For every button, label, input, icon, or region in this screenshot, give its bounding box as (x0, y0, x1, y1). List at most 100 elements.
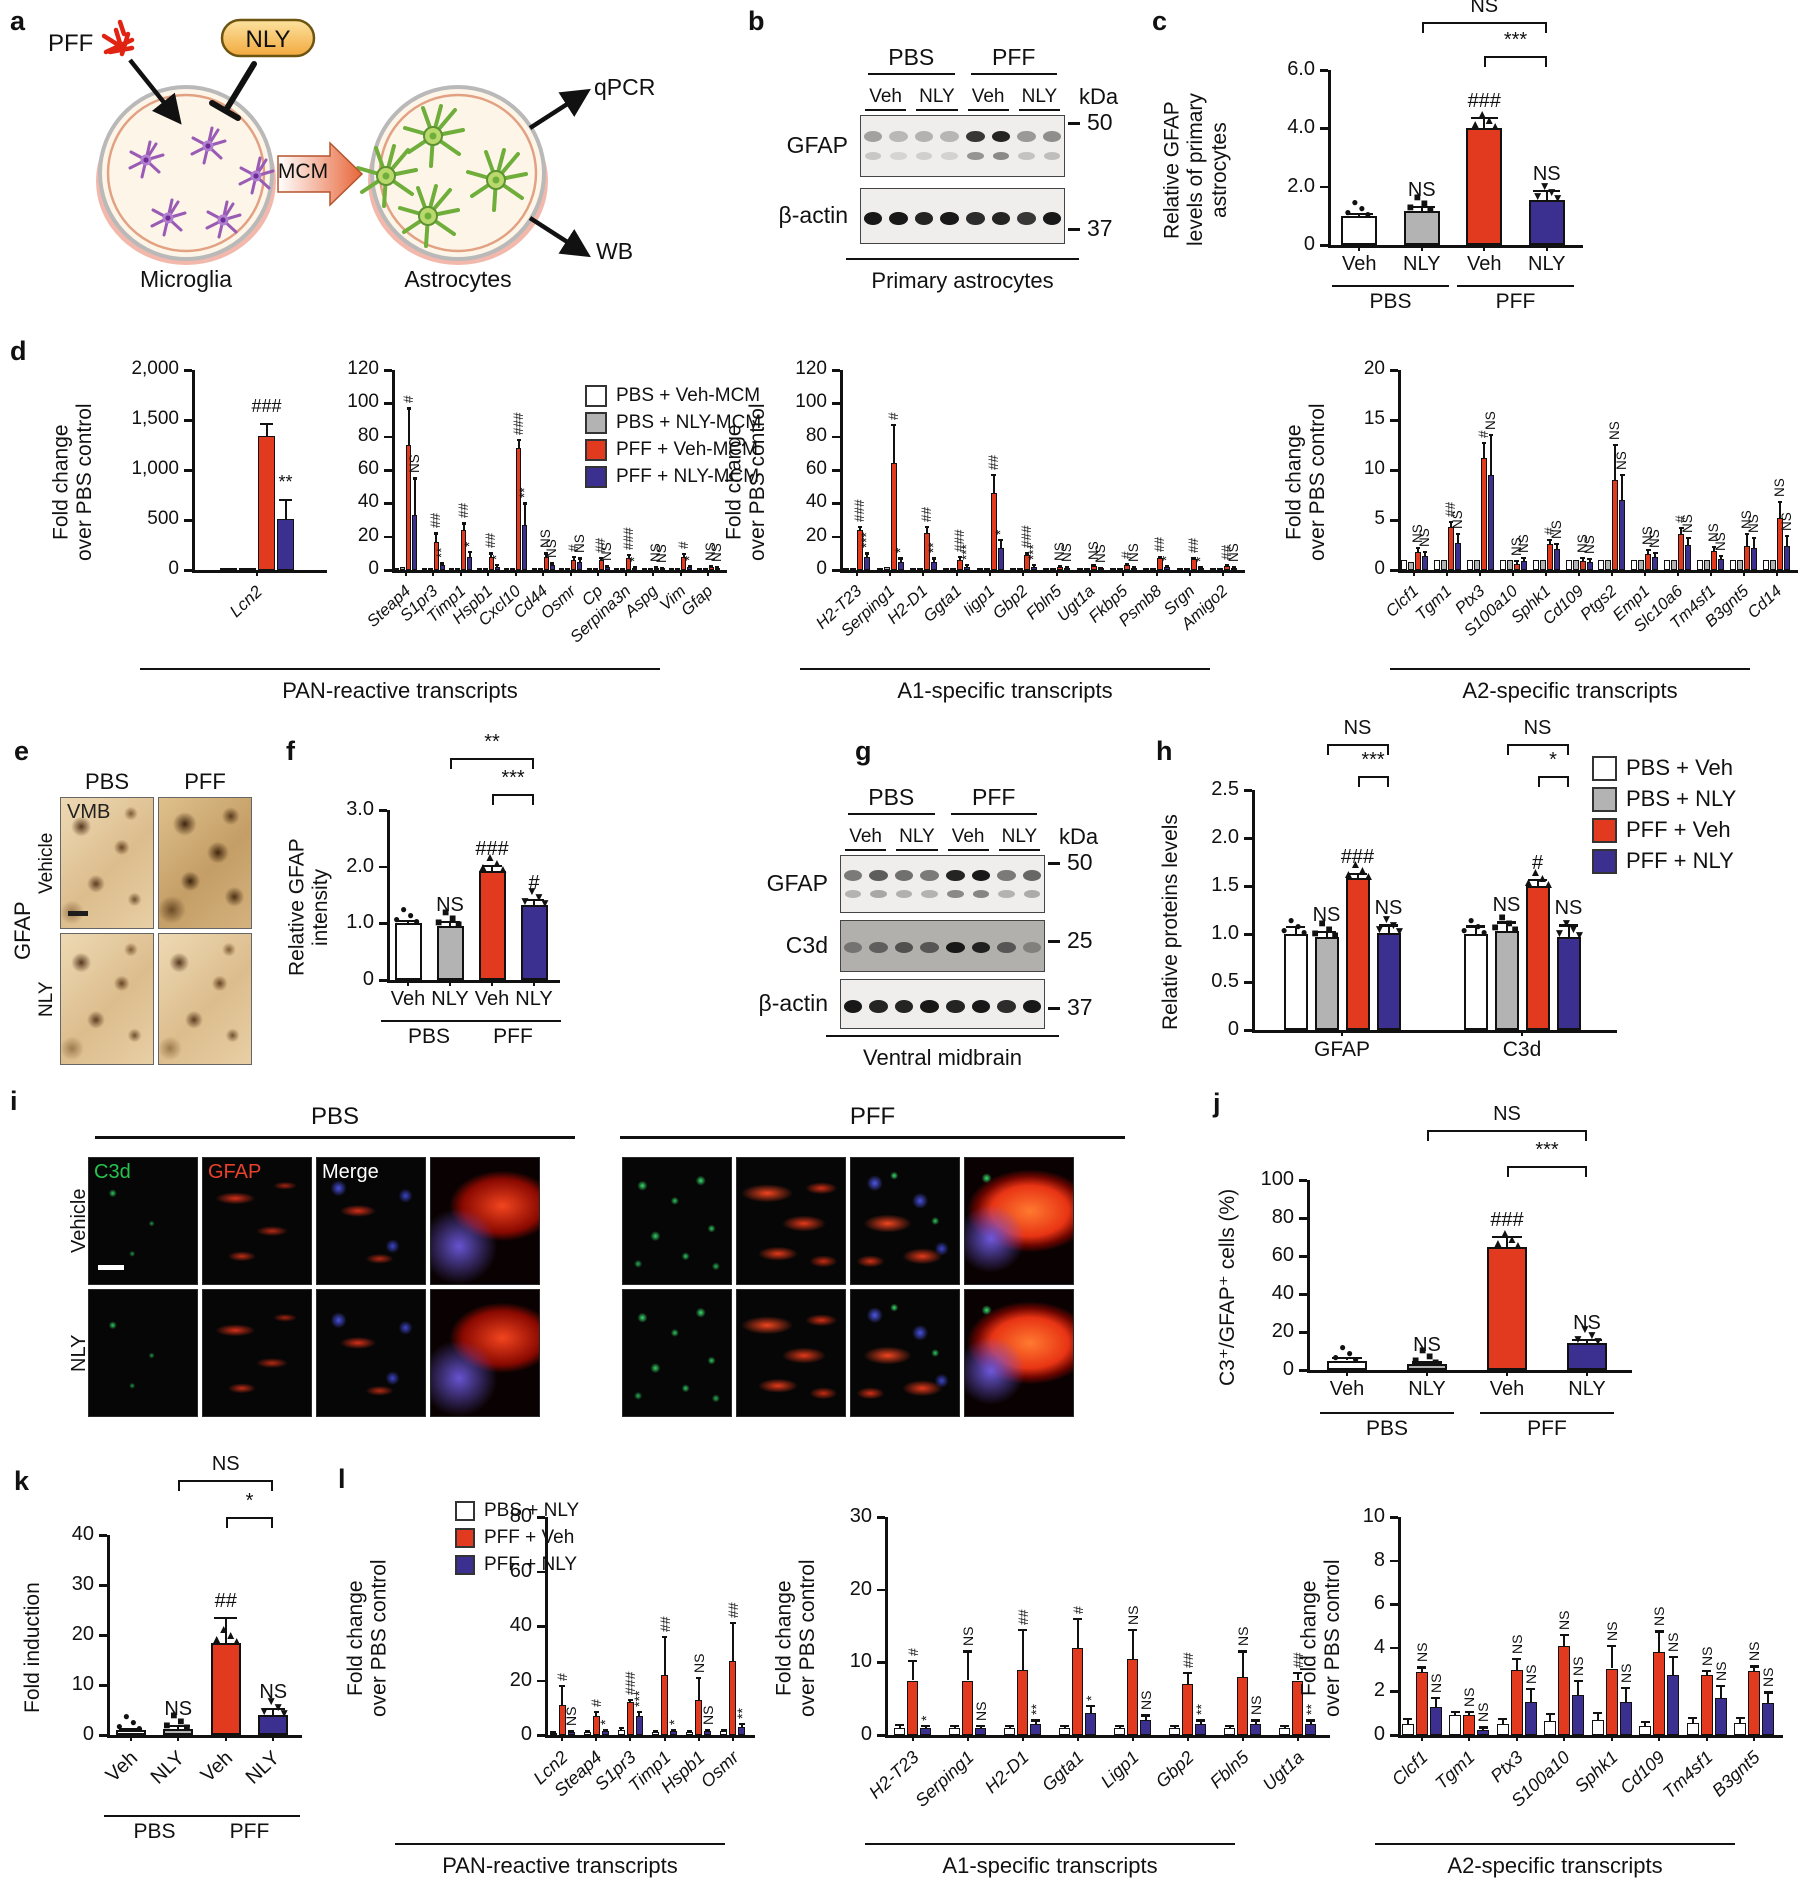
y-tick-label: 20 (805, 524, 827, 546)
micrograph-pbs-vehicle-merge (316, 1157, 426, 1285)
schematic-drawing (96, 18, 591, 265)
bar-blue (1030, 1724, 1041, 1735)
data-point: ▼ (1572, 1332, 1584, 1347)
significance-label: ## (724, 1602, 741, 1619)
significance-label: ** (1027, 1704, 1044, 1716)
bar-white (720, 1730, 728, 1735)
group-label-pbs: PBS (103, 1815, 206, 1844)
bar-red (907, 1680, 918, 1735)
bar-white (549, 1732, 557, 1735)
bar-white (686, 1732, 694, 1735)
significance-label: NS (972, 1701, 989, 1721)
y-axis-line (1252, 790, 1255, 1031)
error-bar (435, 533, 438, 542)
error-bar (1420, 207, 1423, 212)
blot-band (1017, 131, 1036, 143)
error-bar (1767, 1692, 1770, 1704)
vmb-region-label: VMB (67, 801, 111, 823)
blot-band (1043, 152, 1061, 161)
bar-blue (920, 1727, 931, 1735)
y-tick-label: 10 (1363, 458, 1385, 479)
nly-pill (220, 18, 316, 58)
bar-white (1401, 1724, 1414, 1735)
data-point: ▲ (1499, 1225, 1511, 1240)
x-tick-label: GFAP (1313, 1038, 1371, 1061)
bar-blue (738, 1726, 746, 1735)
bar-red (1525, 886, 1550, 1030)
blot-band (966, 211, 985, 225)
error-bar (1713, 547, 1716, 551)
significance-label: *** (859, 532, 875, 549)
kda-label: kDa (1059, 824, 1099, 849)
error-bar (284, 500, 287, 519)
bar-white (1544, 1720, 1557, 1735)
significance-label: * (681, 555, 697, 561)
micrograph-pff-nly-gfap (736, 1289, 846, 1417)
mcm-arrow (277, 141, 364, 207)
blot-band (997, 1000, 1016, 1013)
error-bar (1621, 475, 1624, 500)
significance-label: NS (1234, 1626, 1251, 1647)
bar-white (1043, 568, 1050, 570)
data-point: ▲ (1542, 877, 1555, 891)
x-tick-label: NLY (1403, 253, 1441, 275)
y-tick-label: 10 (71, 1673, 94, 1695)
bar-blue (1140, 1720, 1151, 1735)
bar-white (1176, 568, 1183, 570)
significance-label: ## (656, 1616, 673, 1632)
bar-blue (1586, 562, 1593, 570)
data-point: ▼ (1387, 918, 1400, 933)
significance-label: * (245, 1490, 254, 1512)
significance-label: ### (510, 412, 526, 435)
bar-red (592, 1715, 600, 1735)
bar-blue (1524, 1702, 1537, 1735)
nly-inhibit-bar (209, 61, 257, 121)
data-point: ▲ (230, 1633, 243, 1648)
blot-band (947, 889, 964, 898)
error-bar (1021, 1629, 1024, 1670)
blot-band (972, 889, 990, 898)
bar-white (669, 568, 675, 570)
error-bar (265, 424, 268, 436)
bar-gray (1150, 568, 1157, 570)
comparison-bracket (225, 1517, 274, 1528)
significance-label: NS (1493, 1103, 1521, 1125)
bar-blue (601, 1730, 609, 1735)
significance-label: ### (251, 396, 282, 416)
significance-label: NS (1343, 717, 1372, 739)
error-bar (523, 503, 526, 525)
significance-label: NS (1413, 1334, 1441, 1357)
data-point: ▼ (519, 894, 531, 909)
data-point: ● (1339, 1339, 1347, 1354)
error-bar (1387, 925, 1390, 934)
error-bar (578, 558, 581, 562)
bar-white (1224, 1727, 1235, 1735)
significance-label: NS (1416, 528, 1432, 547)
wb-arrow (528, 216, 591, 258)
bar-blue (975, 1727, 986, 1735)
bar-red (1645, 554, 1652, 570)
bar-gray (983, 568, 990, 570)
y-axis-label: Relative GFAP levels of primary astrocyt… (1160, 93, 1231, 247)
bar-gray (1737, 560, 1744, 570)
y-tick-label: 20 (849, 1577, 872, 1600)
panel-d-legend: PBS + Veh-MCM PBS + NLY-MCM PFF + Veh-MCM P… (585, 385, 770, 493)
significance-label: * (1549, 749, 1557, 771)
bar-blue (1784, 546, 1791, 570)
blot-strip-GFAP (840, 855, 1045, 913)
y-tick-label: 20 (509, 1668, 532, 1691)
blot-row-label: β-actin (778, 202, 848, 228)
data-point: ▼ (526, 884, 538, 899)
bar-red (1513, 564, 1520, 570)
bar-red (1017, 1669, 1028, 1735)
blot-band (920, 870, 939, 882)
bar-blue (1553, 549, 1560, 570)
error-bar (1577, 1680, 1580, 1695)
x-axis-line (107, 1735, 302, 1738)
blot-lane-label: Veh (947, 826, 989, 851)
significance-label: NS (1548, 520, 1564, 539)
bar-red (1558, 1645, 1571, 1735)
data-point: ▼ (1380, 912, 1393, 927)
panel-h-chart: Relative proteins levels 0 0.5 1.0 1.5 2.0 2.5… (1150, 717, 1810, 1075)
error-bar (899, 558, 902, 562)
